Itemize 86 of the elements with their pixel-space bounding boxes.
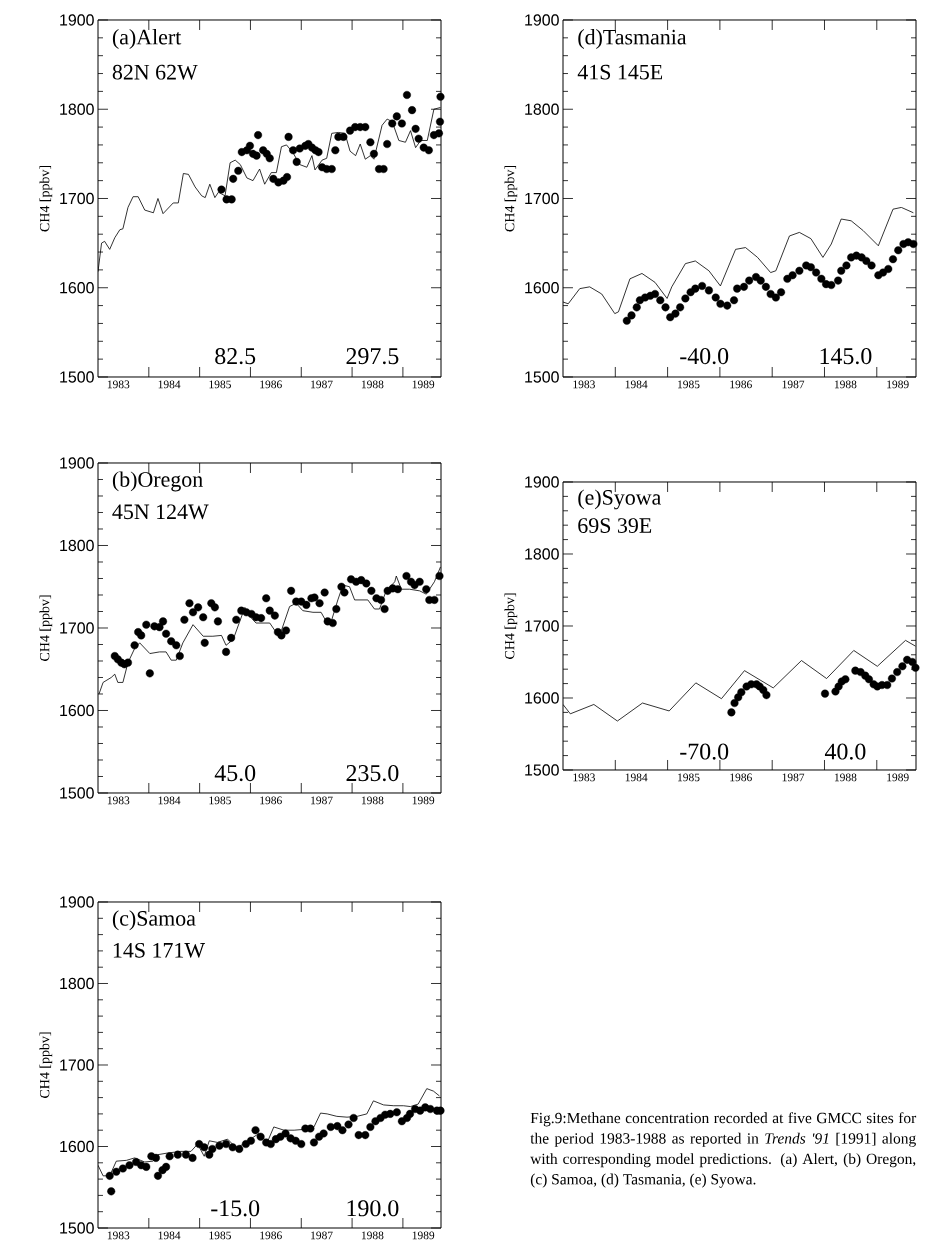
- y-tick-label: 1900: [60, 457, 94, 469]
- y-tick-label: 1500: [60, 371, 94, 383]
- text: 14S 171W: [113, 942, 206, 958]
- annotation: 297.5: [346, 348, 399, 365]
- y-tick-label: 1800: [60, 977, 94, 990]
- x-tick-label: 1988: [834, 380, 857, 389]
- x-tick-label: 1987: [311, 796, 333, 805]
- annotation: 40.0: [824, 743, 866, 760]
- y-tick-label: 1700: [60, 192, 94, 205]
- y-tick-label: 1600: [60, 704, 94, 717]
- y-tick-label: 1800: [60, 539, 94, 552]
- chart-title: (e)Syowa: [578, 489, 662, 510]
- y-tick-label: 1500: [60, 787, 94, 799]
- y-tick-label: 1600: [60, 1140, 94, 1153]
- x-tick-label: 1983: [107, 1231, 130, 1240]
- x-tick-label: 1989: [412, 380, 435, 389]
- x-tick-label: 1983: [573, 773, 595, 782]
- x-tick-label: 1988: [361, 1231, 384, 1240]
- x-tick-label: 1987: [311, 380, 333, 389]
- text: 45N 124W: [112, 504, 209, 520]
- annotation: -40.0: [680, 348, 729, 365]
- x-tick-label: 1986: [260, 796, 282, 805]
- annotation: -70.0: [680, 743, 729, 760]
- x-tick-label: 1984: [158, 1231, 181, 1240]
- text: 82N 62W: [112, 64, 198, 80]
- x-tick-label: 1989: [412, 796, 435, 805]
- x-tick-label: 1985: [209, 796, 231, 805]
- x-tick-label: 1988: [361, 796, 384, 805]
- x-tick-label: 1984: [625, 380, 648, 389]
- y-tick-label: 1700: [60, 622, 94, 634]
- annotation: 82.5: [215, 348, 256, 365]
- y-tick-label: 1500: [60, 1222, 94, 1234]
- text: 69S 39E: [578, 518, 652, 533]
- x-tick-label: 1985: [678, 773, 700, 782]
- y-tick-label: 1500: [525, 371, 559, 383]
- x-tick-label: 1984: [158, 796, 181, 805]
- x-tick-label: 1988: [361, 380, 384, 389]
- x-tick-label: 1983: [107, 796, 130, 805]
- chart-title: (d)Tasmania: [578, 29, 687, 49]
- x-tick-label: 1984: [158, 380, 181, 389]
- x-tick-label: 1986: [730, 380, 752, 389]
- y-tick-label: 1600: [525, 282, 559, 294]
- y-tick-label: 1700: [525, 192, 559, 205]
- y-axis-title: CH4 [ppbv]: [39, 166, 53, 232]
- x-tick-label: 1985: [209, 1231, 231, 1240]
- x-tick-label: 1985: [678, 380, 700, 389]
- x-tick-label: 1986: [730, 773, 752, 782]
- annotation: 45.0: [214, 764, 256, 782]
- y-tick-label: 1900: [525, 14, 559, 26]
- y-tick-label: 1900: [60, 14, 94, 26]
- x-tick-label: 1986: [260, 380, 282, 389]
- y-tick-label: 1900: [60, 896, 94, 908]
- y-tick-label: 1800: [60, 103, 94, 115]
- x-tick-label: 1983: [573, 380, 595, 389]
- annotation: 190.0: [347, 1200, 399, 1217]
- y-tick-label: 1800: [525, 548, 559, 560]
- x-tick-label: 1987: [311, 1231, 333, 1240]
- x-tick-label: 1986: [260, 1231, 282, 1240]
- text: 41S 145E: [577, 64, 663, 80]
- y-axis-title: CH4 [ppbv]: [504, 166, 518, 232]
- y-axis-title: CH4 [ppbv]: [39, 595, 53, 661]
- chart-title: (a)Alert: [112, 29, 182, 49]
- y-tick-label: 1500: [525, 764, 559, 776]
- y-axis-title: CH4 [ppbv]: [39, 1032, 53, 1098]
- chart-title: (b)Oregon: [112, 471, 203, 492]
- x-tick-label: 1989: [887, 380, 909, 389]
- y-tick-label: 1900: [525, 476, 559, 488]
- x-tick-label: 1985: [209, 380, 231, 389]
- annotation: 145.0: [820, 348, 872, 365]
- x-tick-label: 1989: [887, 773, 909, 782]
- y-tick-label: 1800: [525, 103, 559, 115]
- x-tick-label: 1987: [782, 773, 805, 782]
- y-axis-title: CH4 [ppbv]: [504, 593, 518, 659]
- annotation: 235.0: [346, 764, 399, 782]
- chart-title: (c)Samoa: [112, 910, 196, 931]
- x-tick-label: 1989: [412, 1231, 435, 1240]
- x-tick-label: 1988: [834, 773, 857, 782]
- y-tick-label: 1700: [60, 1059, 94, 1071]
- y-tick-label: 1600: [60, 282, 94, 294]
- y-tick-label: 1700: [525, 620, 559, 632]
- y-tick-label: 1600: [525, 692, 559, 704]
- annotation: -15.0: [211, 1200, 260, 1217]
- x-tick-label: 1987: [782, 380, 805, 389]
- x-tick-label: 1984: [625, 773, 648, 782]
- x-tick-label: 1983: [107, 380, 130, 389]
- caption: Fig.9:Methane concentration recorded at five GMCC sites for the period 1983-1988 as reported in Trends '91 [1991] along with corresponding model predictions. (a) Alert, (b) Oregon, (c) Samoa, (d) Tasmania, (e) Syowa.: [530, 1112, 917, 1188]
